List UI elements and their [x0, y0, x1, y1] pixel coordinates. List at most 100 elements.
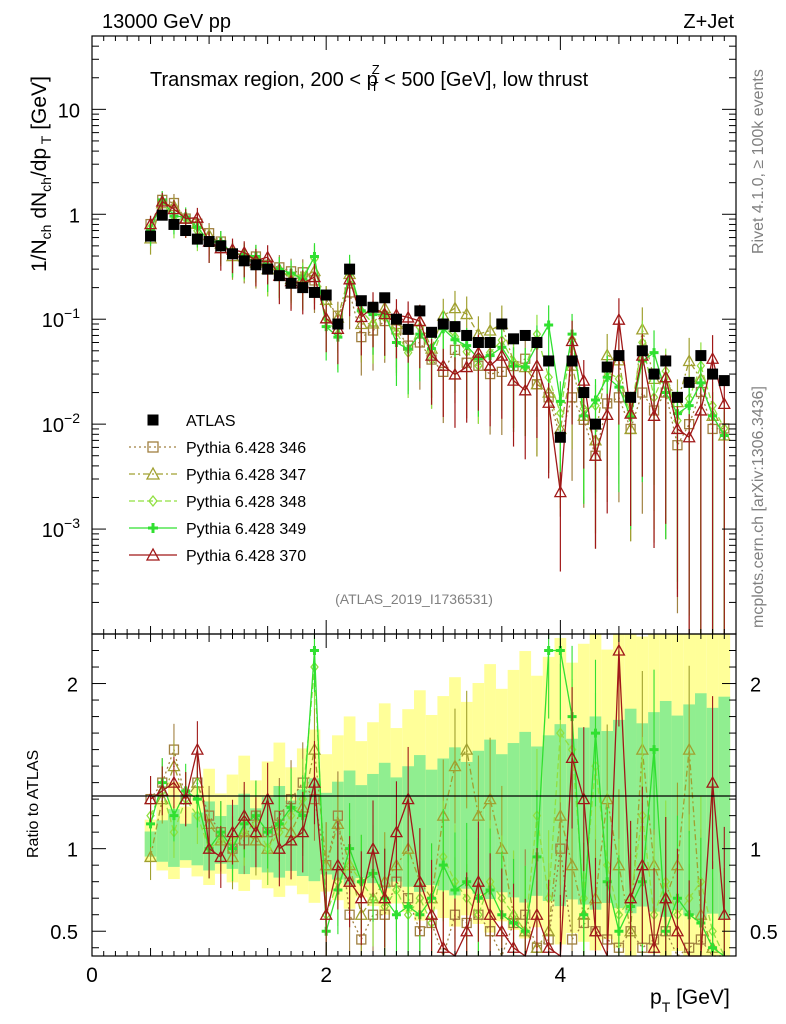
- atlas-data-point: [707, 368, 719, 380]
- ratio-point: [471, 874, 485, 887]
- series-point: [717, 397, 731, 410]
- atlas-data-point: [285, 277, 297, 289]
- legend-marker: [145, 466, 161, 480]
- legend-marker: [147, 441, 159, 453]
- ratio-point: [167, 775, 181, 788]
- series-point: [450, 335, 460, 345]
- atlas-data-point: [355, 295, 367, 307]
- ratio-point: [319, 907, 333, 920]
- ratio-point: [391, 910, 401, 920]
- atlas-data-point: [683, 376, 695, 388]
- ratio-point: [413, 874, 427, 887]
- y-tick-label: 10: [58, 100, 80, 122]
- ratio-point: [272, 841, 286, 854]
- stat-uncertainty-band: [414, 755, 426, 892]
- ratio-point: [366, 841, 380, 854]
- ratio-point: [553, 808, 567, 821]
- series-point: [179, 211, 193, 224]
- ratio-point: [354, 891, 368, 904]
- atlas-data-point: [332, 318, 344, 330]
- ratio-point: [565, 858, 579, 871]
- series-point: [436, 358, 450, 371]
- series-point: [343, 272, 357, 285]
- ratio-y-axis-label: Ratio to ATLAS: [25, 750, 42, 858]
- ratio-point: [588, 924, 603, 937]
- atlas-data-point: [484, 336, 496, 348]
- ratio-point: [225, 825, 240, 838]
- atlas-data-point: [566, 355, 578, 367]
- ratio-tick-label-left: 2: [67, 675, 78, 697]
- atlas-data-point: [695, 350, 707, 362]
- y-tick-label: 10−3: [42, 515, 80, 542]
- stat-uncertainty-band: [624, 708, 637, 914]
- atlas-data-point: [367, 301, 379, 313]
- atlas-data-point: [426, 326, 438, 338]
- series-point: [167, 202, 181, 215]
- series-point: [659, 370, 673, 383]
- atlas-data-point: [648, 368, 660, 380]
- ratio-point: [577, 792, 591, 805]
- atlas-data-point: [390, 313, 402, 325]
- series-point: [682, 430, 696, 443]
- series-point: [518, 383, 532, 396]
- stat-uncertainty-band: [179, 823, 192, 861]
- series-point: [624, 406, 638, 419]
- stat-uncertainty-band: [355, 785, 368, 878]
- y-tick-label: 10−2: [42, 410, 80, 437]
- ratio-point: [635, 858, 649, 871]
- series-point: [460, 307, 474, 320]
- ratio-point: [261, 792, 275, 805]
- atlas-data-point: [449, 321, 461, 333]
- atlas-data-point: [215, 240, 227, 252]
- series-point: [401, 310, 415, 323]
- atlas-data-point: [589, 418, 601, 430]
- series-point: [143, 217, 158, 230]
- series-point: [309, 251, 319, 261]
- series-point: [600, 408, 614, 421]
- stat-uncertainty-band: [718, 696, 731, 919]
- ratio-point: [612, 643, 626, 656]
- atlas-data-point: [531, 336, 543, 348]
- legend-marker: [148, 523, 158, 533]
- series-point: [590, 395, 600, 405]
- atlas-data-point: [601, 361, 613, 373]
- atlas-data-point: [437, 318, 449, 330]
- ratio-point: [237, 808, 251, 821]
- ratio-panel-frame: [91, 633, 737, 957]
- analysis-watermark: (ATLAS_2019_I1736531): [335, 591, 493, 607]
- series-point: [694, 403, 708, 416]
- ratio-series-group: [143, 634, 731, 959]
- atlas-data-point: [250, 259, 262, 271]
- legend-label: Pythia 6.428 347: [186, 467, 306, 484]
- series-point: [705, 351, 720, 364]
- ratio-point: [590, 728, 600, 738]
- ratio-point: [614, 926, 624, 936]
- main-panel-frame: [91, 35, 737, 635]
- ratio-point: [460, 924, 474, 937]
- series-point: [261, 250, 275, 263]
- atlas-data-point: [180, 225, 192, 237]
- ratio-point: [471, 808, 485, 821]
- ratio-point: [169, 811, 179, 821]
- atlas-data-point: [402, 323, 414, 335]
- series-point: [354, 310, 368, 323]
- atlas-data-point: [379, 292, 391, 304]
- series-point: [553, 485, 567, 498]
- main-series-group: [143, 191, 731, 634]
- ratio-point: [296, 825, 310, 838]
- series-point: [413, 314, 427, 327]
- legend-label: Pythia 6.428 370: [186, 548, 306, 565]
- atlas-data-point: [472, 336, 484, 348]
- series-point: [155, 194, 169, 207]
- series-point: [565, 334, 579, 347]
- axis-ticks: 0 2 4 10−3 10−2 10−1 1 10 0.5 0.5 1 1 2 2: [42, 35, 778, 987]
- ratio-point: [143, 850, 158, 863]
- atlas-data-point: [320, 289, 332, 301]
- ratio-point: [530, 907, 544, 920]
- series-point: [307, 270, 322, 283]
- series-point: [495, 348, 509, 361]
- ratio-point: [403, 901, 413, 911]
- ratio-point: [624, 891, 638, 904]
- ratio-point: [579, 910, 589, 920]
- ratio-point: [483, 907, 497, 920]
